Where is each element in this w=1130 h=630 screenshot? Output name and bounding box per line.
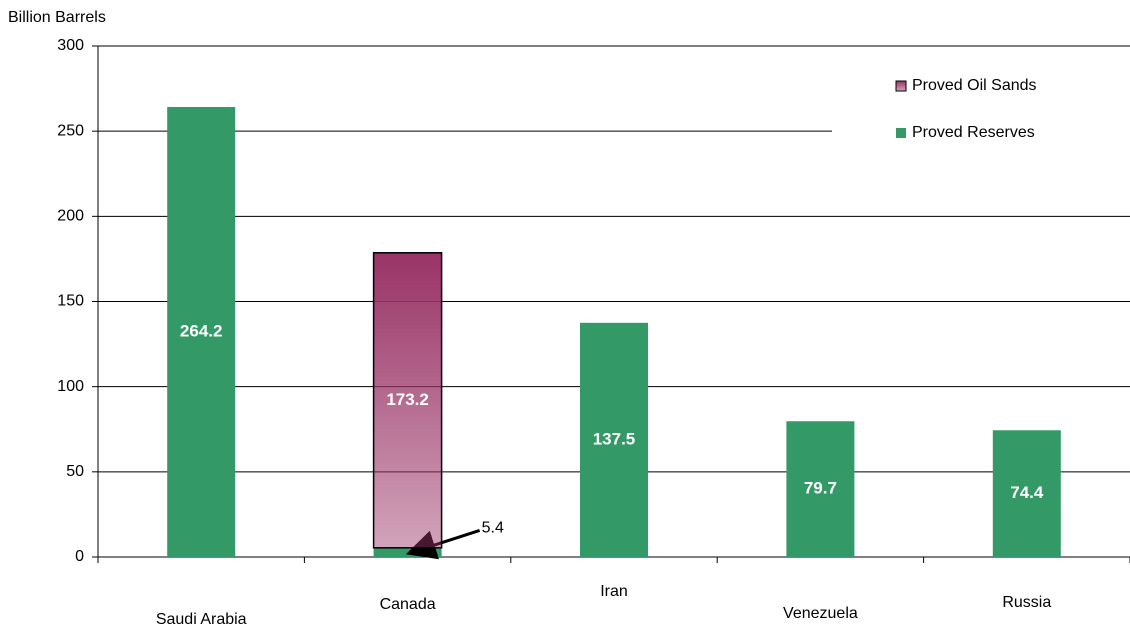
- value-label: 173.2: [386, 390, 429, 409]
- y-tick-label: 100: [57, 378, 84, 395]
- legend-swatch: [895, 80, 907, 92]
- legend-label: Proved Reserves: [912, 124, 1035, 141]
- value-label: 137.5: [593, 429, 636, 448]
- y-tick-label: 300: [57, 37, 84, 54]
- x-tick-label: Iran: [600, 583, 628, 600]
- x-tick-label: Saudi Arabia: [156, 611, 247, 628]
- y-tick-label: 200: [57, 208, 84, 225]
- y-tick-label: 150: [57, 293, 84, 310]
- reserves-bar: [786, 421, 855, 557]
- value-label: 5.4: [482, 520, 504, 537]
- y-axis-label: Billion Barrels: [8, 9, 106, 26]
- value-label: 79.7: [804, 479, 837, 498]
- annotation-arrow: [405, 528, 481, 560]
- y-tick-label: 250: [57, 122, 84, 139]
- y-tick-label: 50: [66, 463, 84, 480]
- reserves-bar: [992, 430, 1061, 557]
- x-tick-label: Russia: [1002, 594, 1051, 611]
- reserves-bar: [580, 322, 648, 557]
- value-label: 264.2: [180, 321, 223, 340]
- reserves-bar: [167, 106, 236, 557]
- legend-label: Proved Oil Sands: [912, 77, 1037, 94]
- y-tick-label: 0: [75, 548, 84, 565]
- x-tick-label: Canada: [380, 596, 436, 613]
- legend-box: [832, 62, 1130, 162]
- oil-sands-bar: [372, 252, 443, 549]
- x-tick-label: Venezuela: [783, 605, 858, 622]
- legend-swatch: [896, 128, 906, 138]
- value-label: 74.4: [1010, 483, 1044, 502]
- reserves-bar: [373, 547, 442, 557]
